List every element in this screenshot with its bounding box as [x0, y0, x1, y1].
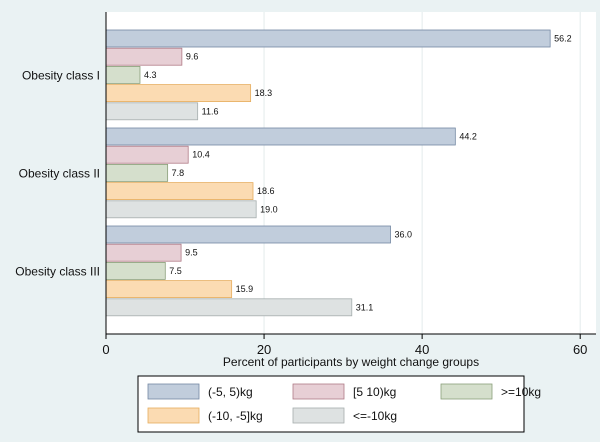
category-label-3: Obesity class III — [15, 265, 100, 279]
bar-1-2 — [105, 47, 183, 66]
legend-label-1: (-5, 5)kg — [208, 385, 253, 399]
bar-3-4 — [105, 280, 233, 299]
bar-1-5 — [105, 102, 199, 121]
value-label-3-5: 31.1 — [356, 302, 374, 312]
x-tick-label-40: 40 — [415, 342, 429, 357]
x-tick-label-0: 0 — [102, 342, 109, 357]
x-tick-label-20: 20 — [257, 342, 271, 357]
bar-2-2 — [105, 145, 189, 164]
value-label-1-5: 11.6 — [202, 106, 219, 116]
legend-swatch-2 — [292, 383, 345, 400]
bar-2-5 — [105, 200, 257, 219]
category-label-2: Obesity class II — [19, 167, 100, 181]
value-label-2-4: 18.6 — [257, 186, 275, 196]
value-label-3-2: 9.5 — [185, 248, 198, 258]
legend-swatch-4 — [147, 407, 200, 424]
value-label-3-4: 15.9 — [236, 284, 254, 294]
value-label-1-2: 9.6 — [186, 52, 199, 62]
bar-1-3 — [105, 66, 141, 84]
value-label-1-3: 4.3 — [144, 70, 157, 80]
bar-3-3 — [105, 261, 166, 280]
bar-3-1 — [105, 225, 391, 244]
x-tick-label-60: 60 — [573, 342, 587, 357]
legend-label-3: >=10kg — [501, 385, 541, 399]
value-label-1-4: 18.3 — [255, 88, 273, 98]
bar-2-1 — [105, 127, 456, 146]
bar-1-1 — [105, 29, 551, 48]
category-label-1: Obesity class I — [22, 69, 100, 83]
value-label-3-1: 36.0 — [395, 230, 413, 240]
value-label-2-5: 19.0 — [260, 204, 278, 214]
legend-label-2: [5 10)kg — [353, 385, 396, 399]
legend-label-4: (-10, -5]kg — [208, 409, 263, 423]
bar-2-4 — [105, 182, 254, 201]
value-label-1-1: 56.2 — [554, 34, 572, 44]
value-label-3-3: 7.5 — [169, 266, 182, 276]
legend-swatch-1 — [147, 383, 200, 400]
x-axis-title: Percent of participants by weight change… — [223, 355, 479, 369]
legend-swatch-3 — [440, 383, 493, 400]
legend-label-5: <=-10kg — [353, 409, 397, 423]
value-label-2-1: 44.2 — [459, 132, 477, 142]
bar-3-5 — [105, 298, 353, 317]
value-label-2-3: 7.8 — [172, 168, 185, 178]
legend-swatch-5 — [292, 407, 345, 424]
bar-3-2 — [105, 243, 182, 262]
bar-1-4 — [105, 84, 252, 102]
value-label-2-2: 10.4 — [192, 150, 210, 160]
bar-2-3 — [105, 163, 169, 182]
